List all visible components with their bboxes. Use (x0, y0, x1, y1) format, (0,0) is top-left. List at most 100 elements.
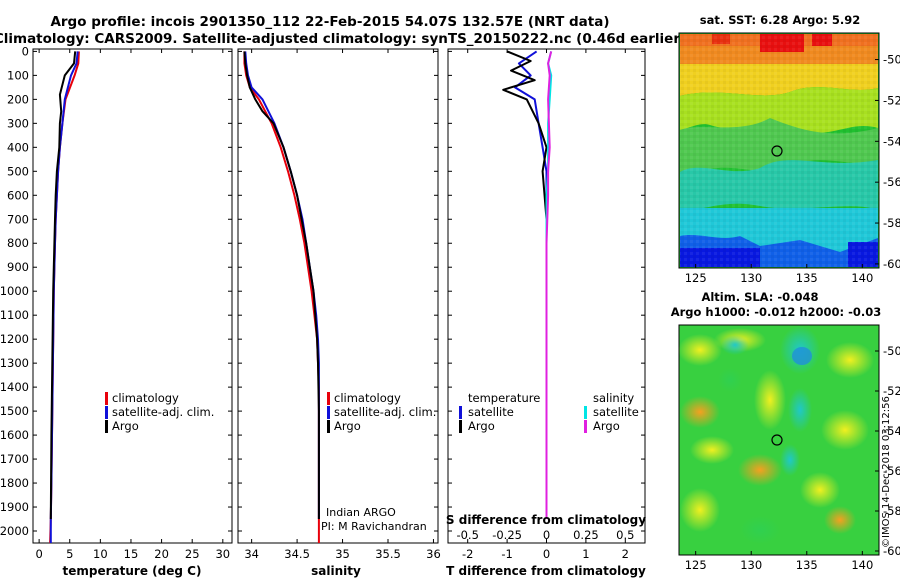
depth-tick-label: 800 (7, 236, 29, 250)
sla-map-panel: Altim. SLA: -0.048 Argo h1000: -0.012 h2… (671, 290, 900, 572)
legend-swatch-t-satellite (459, 406, 462, 419)
x-tick-label: 35.5 (375, 547, 401, 561)
credit-line-1: Indian ARGO (326, 506, 396, 519)
lon-tick-label: 125 (685, 558, 707, 572)
temperature-series (49, 51, 80, 544)
temperature-plot-frame (32, 48, 233, 544)
legend-swatch-s-satellite (584, 406, 587, 419)
legend-label-t-satellite: satellite (468, 405, 514, 419)
lat-tick-label: -54 (883, 134, 900, 148)
x-tick-label: 25 (185, 547, 200, 561)
salinity-legend: climatology satellite-adj. clim. Argo (327, 391, 436, 433)
x-tick-label: 0 (543, 528, 550, 542)
legend-label-t-argo: Argo (468, 419, 495, 433)
salinity-series (243, 51, 320, 543)
legend-swatch-satellite (327, 406, 330, 419)
salinity-depth-ticks (238, 50, 438, 532)
lon-tick-label: 135 (796, 558, 818, 572)
x-tick-label: 0 (35, 547, 42, 561)
lat-tick-label: -52 (883, 93, 900, 107)
sla-field (678, 326, 874, 544)
difference-legend: temperature satellite Argo salinity sate… (459, 391, 639, 433)
legend-label-climatology: climatology (112, 391, 179, 405)
depth-tick-label: 900 (7, 260, 29, 274)
x-tick-label: 34 (244, 547, 259, 561)
difference-panel: -2 -1 0 1 2 temperature satellite Argo salin… (446, 48, 646, 578)
difference-series (502, 50, 553, 519)
argo-location-marker-sla (771, 434, 783, 446)
lat-tick-label: -56 (883, 464, 900, 478)
depth-tick-label: 100 (7, 68, 29, 82)
depth-tick-label: 1500 (0, 404, 29, 418)
depth-tick-label: 700 (7, 212, 29, 226)
legend-swatch-argo (327, 420, 330, 433)
series-line-salinity-argo (545, 51, 553, 519)
argo-location-marker (771, 145, 783, 157)
legend-label-satellite: satellite-adj. clim. (112, 405, 214, 419)
depth-tick-label: 200 (7, 92, 29, 106)
lat-tick-label: -56 (883, 175, 900, 189)
title-line-2: Climatology: CARS2009. Satellite-adjuste… (0, 31, 686, 47)
x-tick-label: 36 (426, 547, 441, 561)
lon-tick-label: 135 (796, 271, 818, 285)
legend-swatch-climatology (105, 392, 108, 405)
sla-map-axis-ticks: 125 130 135 140 -50 -52 -54 -56 -58 -60 (685, 344, 900, 572)
x-tick-label: -2 (462, 547, 473, 561)
t-difference-axis-ticks: -2 -1 0 1 2 (462, 49, 629, 561)
legend-label-argo: Argo (334, 419, 361, 433)
s-difference-title: S difference from climatology (446, 513, 646, 527)
temperature-legend: climatology satellite-adj. clim. Argo (105, 391, 214, 433)
imos-timestamp: ©IMOS 14-Dec-2018 03:12:56 (881, 396, 892, 548)
sst-map-panel: sat. SST: 6.28 Argo: 5.92 125 130 135 140 -5… (678, 13, 900, 285)
depth-tick-label: 1400 (0, 380, 29, 394)
depth-tick-label: 600 (7, 188, 29, 202)
difference-depth-ticks (448, 50, 645, 532)
lon-tick-label: 130 (740, 558, 762, 572)
depth-tick-label: 1100 (0, 308, 29, 322)
sla-map-title-2: Argo h1000: -0.012 h2000: -0.03 (671, 305, 882, 319)
sst-field (680, 34, 878, 267)
depth-tick-label: 1200 (0, 332, 29, 346)
depth-tick-label: 1900 (0, 500, 29, 514)
legend-label-argo: Argo (112, 419, 139, 433)
salinity-panel: 34 34.5 35 35.5 36 climatology satellite-adj… (237, 48, 441, 578)
depth-tick-label: 1700 (0, 452, 29, 466)
series-line-argo (243, 51, 320, 519)
legend-label-s-argo: Argo (593, 419, 620, 433)
legend-swatch-s-argo (584, 420, 587, 433)
x-tick-label: -0.5 (456, 528, 478, 542)
x-tick-label: 30 (215, 547, 230, 561)
salinity-xlabel: salinity (311, 564, 361, 578)
temperature-axis-ticks: 0 5 10 15 20 25 30 (35, 49, 230, 561)
sla-map-title-1: Altim. SLA: -0.048 (701, 290, 818, 304)
depth-tick-label: 0 (22, 44, 29, 58)
legend-label-climatology: climatology (334, 391, 401, 405)
lat-tick-label: -60 (883, 257, 900, 271)
credit-line-2: PI: M Ravichandran (321, 520, 427, 533)
x-tick-label: 5 (66, 547, 73, 561)
legend-swatch-argo (105, 420, 108, 433)
lon-tick-label: 140 (851, 558, 873, 572)
depth-tick-label: 300 (7, 116, 29, 130)
legend-head-temperature: temperature (468, 391, 540, 405)
temperature-panel: 0100200300400500600700800900100011001200… (0, 44, 233, 578)
series-line-argo (49, 51, 77, 520)
x-tick-label: -1 (501, 547, 512, 561)
lon-tick-label: 130 (740, 271, 762, 285)
legend-label-satellite: satellite-adj. clim. (334, 405, 436, 419)
lat-tick-label: -54 (883, 424, 900, 438)
lat-tick-label: -50 (883, 344, 900, 358)
x-tick-label: 2 (622, 547, 629, 561)
x-tick-label: 10 (93, 547, 108, 561)
x-tick-label: 0.5 (616, 528, 634, 542)
legend-swatch-climatology (327, 392, 330, 405)
x-tick-label: 34.5 (284, 547, 310, 561)
salinity-axis-ticks: 34 34.5 35 35.5 36 (244, 49, 441, 561)
depth-tick-label: 400 (7, 140, 29, 154)
lat-tick-label: -50 (883, 53, 900, 67)
x-tick-label: 1 (582, 547, 589, 561)
temperature-xlabel: temperature (deg C) (63, 564, 202, 578)
depth-tick-label: 1000 (0, 284, 29, 298)
x-tick-label: 0 (543, 547, 550, 561)
